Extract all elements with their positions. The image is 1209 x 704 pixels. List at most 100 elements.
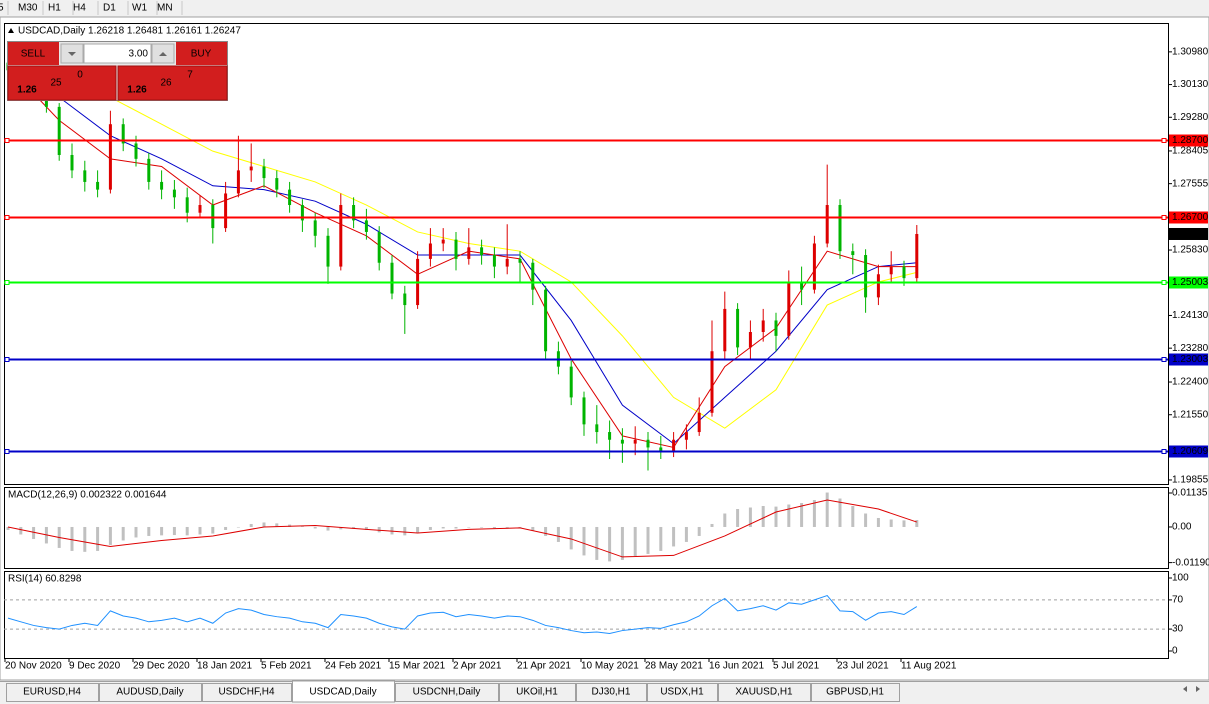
level-price-label: 1.20609 (1172, 446, 1209, 457)
histogram-bar (339, 526, 343, 530)
timeframe-button[interactable]: H4 (73, 3, 86, 14)
chart-tab-label[interactable]: GBPUSD,H1 (826, 687, 884, 698)
tab-scroll-left[interactable] (1183, 686, 1187, 692)
candle-body (467, 247, 471, 259)
chart-tab[interactable] (292, 680, 395, 703)
timeframe-button[interactable]: W1 (132, 3, 147, 14)
y-tick-label: 0 (1172, 646, 1178, 657)
x-tick-label: 21 Apr 2021 (517, 661, 571, 672)
histogram-bar (96, 526, 100, 551)
chart-tab[interactable] (647, 683, 718, 702)
chart-panel (4, 487, 1169, 569)
chart-tab-label[interactable]: USDCNH,Daily (413, 687, 481, 698)
candle-body (825, 205, 829, 244)
candle-body (620, 439, 624, 444)
chart-tab-label[interactable]: UKOil,H1 (516, 687, 558, 698)
level-price-label: 1.28700 (1172, 135, 1209, 146)
chart-tab-label[interactable]: USDCHF,H4 (218, 687, 275, 698)
candle-body (774, 320, 778, 336)
candle-body (851, 251, 855, 256)
chart-tab[interactable] (718, 683, 811, 702)
histogram-bar (748, 507, 752, 527)
candle-body (403, 293, 407, 306)
histogram-bar (684, 526, 688, 542)
sell-button[interactable] (8, 42, 59, 65)
volume-value[interactable]: 3.00 (129, 49, 149, 60)
x-tick-label: 10 May 2021 (581, 661, 639, 672)
level-price-box (1169, 353, 1208, 366)
sell-label[interactable]: SELL (21, 49, 46, 60)
candle-body (172, 189, 176, 198)
candle-body (454, 239, 458, 259)
chart-tab[interactable] (6, 683, 99, 702)
candle-body (736, 308, 740, 348)
level-price-label: 1.25003 (1172, 277, 1209, 288)
chart-tab-label[interactable]: USDCAD,Daily (309, 687, 376, 698)
candle-body (96, 181, 100, 190)
histogram-bar (633, 526, 637, 557)
histogram-bar (416, 526, 420, 533)
timeframe-button[interactable]: D1 (103, 3, 116, 14)
histogram-bar (492, 526, 496, 529)
candle-body (275, 178, 279, 190)
indicator-title: MACD(12,26,9) 0.002322 0.001644 (8, 490, 167, 501)
level-price-label: 1.23003 (1172, 354, 1209, 365)
histogram-bar (364, 526, 368, 530)
bid-price-pips: 25 (50, 78, 62, 89)
bid-price-big: 1.26 (17, 85, 37, 96)
level-handle (4, 280, 10, 285)
candle-body (480, 247, 484, 256)
candle-body (505, 258, 509, 267)
histogram-bar (185, 526, 189, 536)
level-handle (1161, 280, 1167, 285)
level-handle (4, 357, 10, 362)
histogram-bar (851, 506, 855, 527)
level-handle (4, 215, 10, 220)
timeframe-button[interactable]: 5 (0, 3, 4, 14)
chart-tab[interactable] (99, 683, 202, 702)
histogram-bar (608, 526, 612, 562)
timeframe-button[interactable]: H1 (48, 3, 61, 14)
x-tick-label: 15 Mar 2021 (389, 661, 446, 672)
chart-tab-label[interactable]: XAUUSD,H1 (735, 687, 793, 698)
chart-tab[interactable] (811, 683, 900, 702)
chart-tab-label[interactable]: DJ30,H1 (592, 687, 631, 698)
x-tick-label: 5 Feb 2021 (261, 661, 312, 672)
buy-button[interactable] (176, 42, 227, 65)
y-tick-label: 1.28405 (1172, 146, 1209, 157)
buy-label[interactable]: BUY (191, 49, 212, 60)
candle-body (659, 447, 663, 452)
chart-tab-label[interactable]: AUDUSD,Daily (116, 687, 183, 698)
candle-body (198, 205, 202, 213)
chart-tab[interactable] (202, 683, 292, 702)
histogram-bar (569, 526, 573, 550)
histogram-bar (889, 519, 893, 527)
candle-body (185, 197, 189, 213)
bid-price-box[interactable] (7, 65, 117, 101)
candle-body (262, 166, 266, 179)
candle-body (428, 243, 432, 259)
chart-tab[interactable] (499, 683, 576, 702)
histogram-bar (620, 526, 624, 560)
chart-tab-label[interactable]: EURUSD,H4 (23, 687, 81, 698)
y-tick-label: 1.19855 (1172, 475, 1209, 486)
histogram-bar (236, 526, 240, 528)
tab-scroll-right[interactable] (1196, 686, 1200, 692)
chart-tab-label[interactable]: USDX,H1 (660, 687, 704, 698)
x-tick-label: 2 Apr 2021 (453, 661, 502, 672)
histogram-bar (838, 498, 842, 527)
ask-price-box[interactable] (117, 65, 228, 101)
timeframe-button[interactable]: M30 (18, 3, 38, 14)
volume-input[interactable] (83, 43, 152, 64)
candle-body (249, 166, 253, 171)
chart-tab[interactable] (576, 683, 647, 702)
histogram-bar (800, 503, 804, 527)
timeframe-button[interactable]: MN (157, 3, 173, 14)
candle-body (569, 366, 573, 398)
chart-tab[interactable] (395, 683, 499, 702)
level-price-label: 1.26700 (1172, 212, 1209, 223)
histogram-bar (710, 523, 714, 527)
ask-price-pips: 26 (160, 78, 172, 89)
candle-body (723, 308, 727, 352)
histogram-bar (825, 492, 829, 527)
